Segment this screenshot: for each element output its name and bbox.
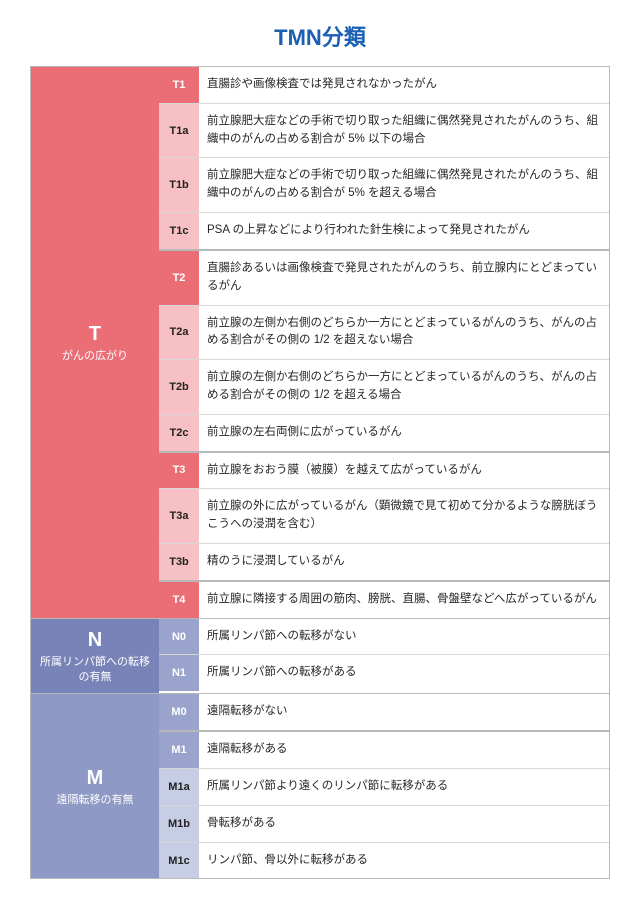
stage-code: M1a — [159, 769, 199, 805]
table-row: M1cリンパ節、骨以外に転移がある — [159, 842, 609, 879]
table-row: M0遠隔転移がない — [159, 694, 609, 730]
stage-code: T2c — [159, 415, 199, 451]
table-row: T2c前立腺の左右両側に広がっているがん — [159, 414, 609, 451]
rows-column: T1直腸診や画像検査では発見されなかったがんT1a前立腺肥大症などの手術で切り取… — [159, 67, 609, 618]
section-m: M 遠隔転移の有無 M0遠隔転移がないM1遠隔転移があるM1a所属リンパ節より遠くの… — [31, 694, 609, 878]
stage-description: 所属リンパ節への転移がない — [199, 619, 609, 655]
stage-description: 直腸診や画像検査では発見されなかったがん — [199, 67, 609, 103]
row-group: M1遠隔転移があるM1a所属リンパ節より遠くのリンパ節に転移があるM1b骨転移が… — [159, 730, 609, 878]
stage-description: 直腸診あるいは画像検査で発見されたがんのうち、前立腺内にとどまっているがん — [199, 251, 609, 305]
table-row: T2a前立腺の左側か右側のどちらか一方にとどまっているがんのうち、がんの占める割… — [159, 305, 609, 360]
stage-code: M1 — [159, 732, 199, 768]
stage-description: 前立腺の外に広がっているがん（顕微鏡で見て初めて分かるような膀胱ぼうこうへの浸潤… — [199, 489, 609, 543]
stage-description: 遠隔転移がある — [199, 732, 609, 768]
stage-code: T3a — [159, 489, 199, 543]
stage-description: 精のうに浸潤しているがん — [199, 544, 609, 580]
table-row: T1cPSA の上昇などにより行われた針生検によって発見されたがん — [159, 212, 609, 249]
table-row: M1a所属リンパ節より遠くのリンパ節に転移がある — [159, 768, 609, 805]
stage-description: 骨転移がある — [199, 806, 609, 842]
category-letter: N — [88, 627, 102, 653]
stage-code: T2b — [159, 360, 199, 414]
stage-description: 前立腺の左側か右側のどちらか一方にとどまっているがんのうち、がんの占める割合がそ… — [199, 306, 609, 360]
stage-code: T4 — [159, 582, 199, 618]
stage-description: リンパ節、骨以外に転移がある — [199, 843, 609, 879]
category-subtitle: がんの広がり — [62, 349, 128, 364]
stage-code: M0 — [159, 694, 199, 730]
page-title: TMN分類 — [30, 20, 610, 52]
table-row: N0所属リンパ節への転移がない — [159, 619, 609, 655]
stage-code: T3 — [159, 453, 199, 489]
stage-description: 前立腺に隣接する周囲の筋肉、膀胱、直腸、骨盤壁などへ広がっているがん — [199, 582, 609, 618]
row-group: T3前立腺をおおう膜（被膜）を越えて広がっているがんT3a前立腺の外に広がってい… — [159, 451, 609, 580]
category-cell: T がんの広がり — [31, 67, 159, 618]
category-letter: T — [89, 321, 101, 347]
table-row: T1b前立腺肥大症などの手術で切り取った組織に偶然発見されたがんのうち、組織中の… — [159, 157, 609, 212]
stage-code: T1c — [159, 213, 199, 249]
row-group: T1直腸診や画像検査では発見されなかったがんT1a前立腺肥大症などの手術で切り取… — [159, 67, 609, 249]
category-letter: M — [87, 765, 104, 791]
stage-code: T1a — [159, 104, 199, 158]
stage-description: 前立腺をおおう膜（被膜）を越えて広がっているがん — [199, 453, 609, 489]
row-group: N0所属リンパ節への転移がないN1所属リンパ節への転移がある — [159, 619, 609, 692]
stage-description: PSA の上昇などにより行われた針生検によって発見されたがん — [199, 213, 609, 249]
stage-code: T2a — [159, 306, 199, 360]
table-row: T2b前立腺の左側か右側のどちらか一方にとどまっているがんのうち、がんの占める割… — [159, 359, 609, 414]
stage-description: 所属リンパ節より遠くのリンパ節に転移がある — [199, 769, 609, 805]
stage-code: N1 — [159, 655, 199, 691]
category-subtitle: 遠隔転移の有無 — [57, 793, 134, 808]
stage-description: 遠隔転移がない — [199, 694, 609, 730]
rows-column: N0所属リンパ節への転移がないN1所属リンパ節への転移がある — [159, 619, 609, 694]
stage-code: M1b — [159, 806, 199, 842]
stage-code: T1 — [159, 67, 199, 103]
table-row: T1直腸診や画像検査では発見されなかったがん — [159, 67, 609, 103]
table-row: T1a前立腺肥大症などの手術で切り取った組織に偶然発見されたがんのうち、組織中の… — [159, 103, 609, 158]
stage-description: 前立腺肥大症などの手術で切り取った組織に偶然発見されたがんのうち、組織中のがんの… — [199, 158, 609, 212]
tmn-table: T がんの広がり T1直腸診や画像検査では発見されなかったがんT1a前立腺肥大症など… — [30, 66, 610, 879]
rows-column: M0遠隔転移がないM1遠隔転移があるM1a所属リンパ節より遠くのリンパ節に転移が… — [159, 694, 609, 878]
table-row: T2直腸診あるいは画像検査で発見されたがんのうち、前立腺内にとどまっているがん — [159, 251, 609, 305]
stage-code: M1c — [159, 843, 199, 879]
stage-description: 所属リンパ節への転移がある — [199, 655, 609, 691]
table-row: T3b精のうに浸潤しているがん — [159, 543, 609, 580]
table-row: T3前立腺をおおう膜（被膜）を越えて広がっているがん — [159, 453, 609, 489]
section-t: T がんの広がり T1直腸診や画像検査では発見されなかったがんT1a前立腺肥大症など… — [31, 67, 609, 619]
stage-code: T3b — [159, 544, 199, 580]
section-n: N所属リンパ節への転移の有無N0所属リンパ節への転移がないN1所属リンパ節への転… — [31, 619, 609, 695]
stage-code: T2 — [159, 251, 199, 305]
stage-description: 前立腺肥大症などの手術で切り取った組織に偶然発見されたがんのうち、組織中のがんの… — [199, 104, 609, 158]
table-row: T4前立腺に隣接する周囲の筋肉、膀胱、直腸、骨盤壁などへ広がっているがん — [159, 582, 609, 618]
table-row: T3a前立腺の外に広がっているがん（顕微鏡で見て初めて分かるような膀胱ぼうこうへ… — [159, 488, 609, 543]
stage-code: N0 — [159, 619, 199, 655]
table-row: N1所属リンパ節への転移がある — [159, 654, 609, 691]
row-group: M0遠隔転移がない — [159, 694, 609, 730]
stage-code: T1b — [159, 158, 199, 212]
row-group: T4前立腺に隣接する周囲の筋肉、膀胱、直腸、骨盤壁などへ広がっているがん — [159, 580, 609, 618]
table-row: M1遠隔転移がある — [159, 732, 609, 768]
category-subtitle: 所属リンパ節への転移の有無 — [37, 655, 153, 686]
category-cell: M 遠隔転移の有無 — [31, 694, 159, 878]
row-group: T2直腸診あるいは画像検査で発見されたがんのうち、前立腺内にとどまっているがんT… — [159, 249, 609, 451]
stage-description: 前立腺の左右両側に広がっているがん — [199, 415, 609, 451]
table-row: M1b骨転移がある — [159, 805, 609, 842]
category-cell: N所属リンパ節への転移の有無 — [31, 619, 159, 694]
stage-description: 前立腺の左側か右側のどちらか一方にとどまっているがんのうち、がんの占める割合がそ… — [199, 360, 609, 414]
